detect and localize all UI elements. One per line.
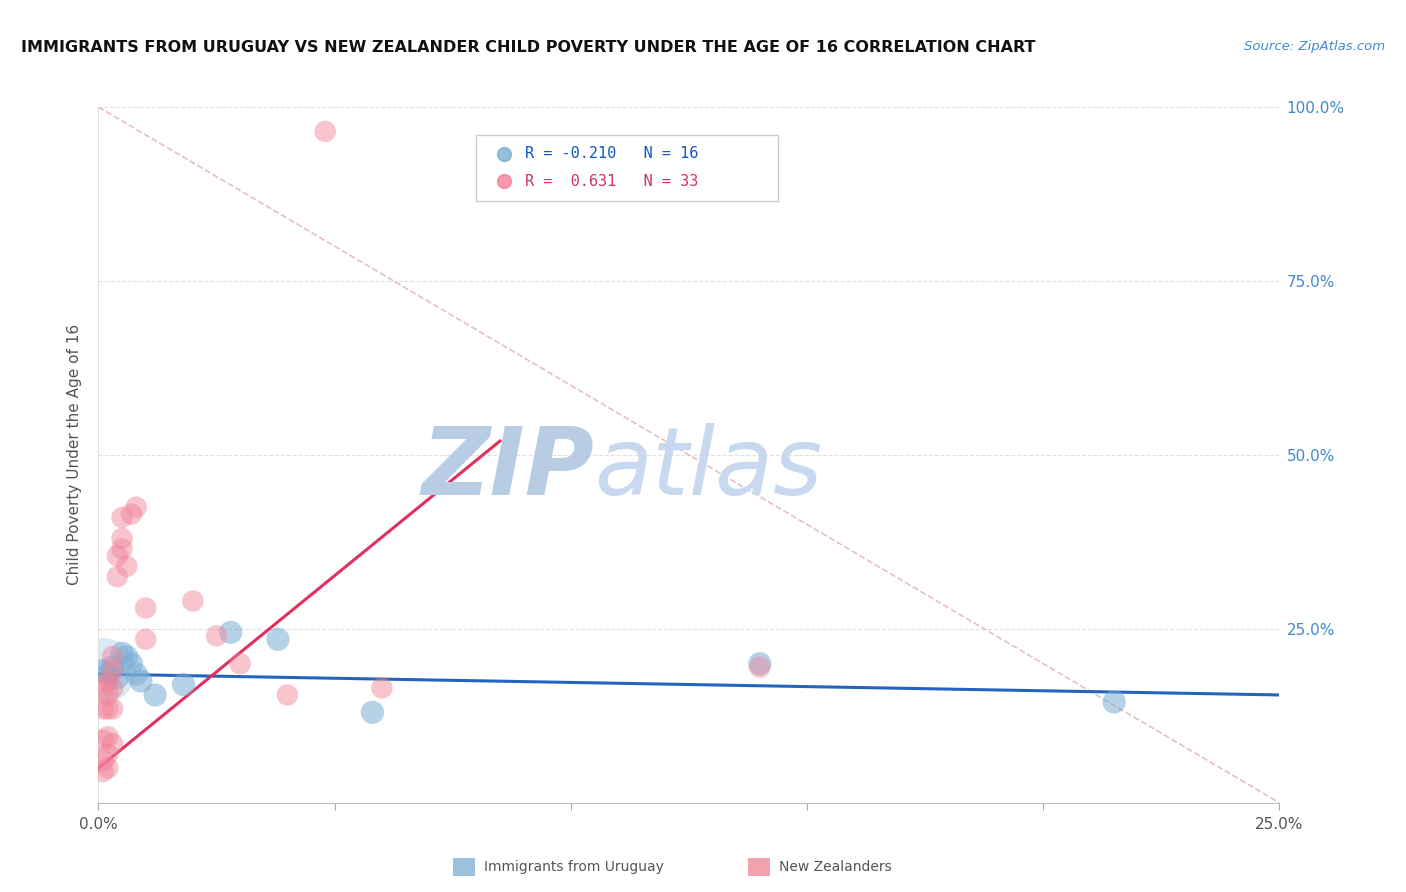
Point [361, 706, 384, 720]
Text: ZIP: ZIP [422, 423, 595, 515]
Point [143, 688, 166, 702]
Point [101, 649, 124, 664]
Text: New Zealanders: New Zealanders [779, 860, 891, 874]
Text: R =  0.631   N = 33: R = 0.631 N = 33 [524, 174, 699, 189]
Point [121, 657, 143, 671]
Point [205, 629, 228, 643]
Point [267, 632, 290, 647]
Point [111, 532, 134, 546]
Point [115, 559, 138, 574]
Point [129, 674, 152, 689]
Point [371, 681, 394, 695]
Text: atlas: atlas [595, 424, 823, 515]
Point [105, 671, 128, 685]
Point [101, 681, 124, 695]
Point [1102, 695, 1125, 709]
FancyBboxPatch shape [477, 135, 778, 201]
Point [276, 688, 298, 702]
Text: IMMIGRANTS FROM URUGUAY VS NEW ZEALANDER CHILD POVERTY UNDER THE AGE OF 16 CORRE: IMMIGRANTS FROM URUGUAY VS NEW ZEALANDER… [21, 40, 1036, 55]
Point [219, 625, 242, 640]
Text: R = -0.210   N = 16: R = -0.210 N = 16 [524, 146, 699, 161]
Point [125, 500, 148, 514]
Point [135, 632, 157, 647]
Point [91, 733, 114, 747]
Point [101, 737, 124, 751]
Point [314, 124, 336, 138]
Point [91, 664, 114, 678]
Point [97, 747, 120, 761]
Point [91, 664, 114, 678]
Point [105, 549, 128, 563]
Point [91, 681, 114, 695]
Point [97, 688, 120, 702]
Point [111, 510, 134, 524]
Point [181, 594, 204, 608]
Point [115, 649, 138, 664]
Point [121, 507, 143, 521]
Text: Source: ZipAtlas.com: Source: ZipAtlas.com [1244, 40, 1385, 54]
Point [125, 667, 148, 681]
Point [97, 761, 120, 775]
Point [97, 730, 120, 744]
Point [748, 657, 770, 671]
Point [101, 664, 124, 678]
Point [105, 570, 128, 584]
Point [172, 677, 194, 691]
Point [91, 754, 114, 768]
Point [229, 657, 252, 671]
Point [101, 702, 124, 716]
Point [91, 702, 114, 716]
Point [748, 660, 770, 674]
Point [111, 646, 134, 660]
Text: Immigrants from Uruguay: Immigrants from Uruguay [484, 860, 664, 874]
Point [111, 541, 134, 556]
Point [97, 674, 120, 689]
Point [135, 601, 157, 615]
Point [101, 660, 124, 674]
Point [91, 764, 114, 779]
Y-axis label: Child Poverty Under the Age of 16: Child Poverty Under the Age of 16 [67, 325, 83, 585]
Point [97, 702, 120, 716]
Point [97, 667, 120, 681]
